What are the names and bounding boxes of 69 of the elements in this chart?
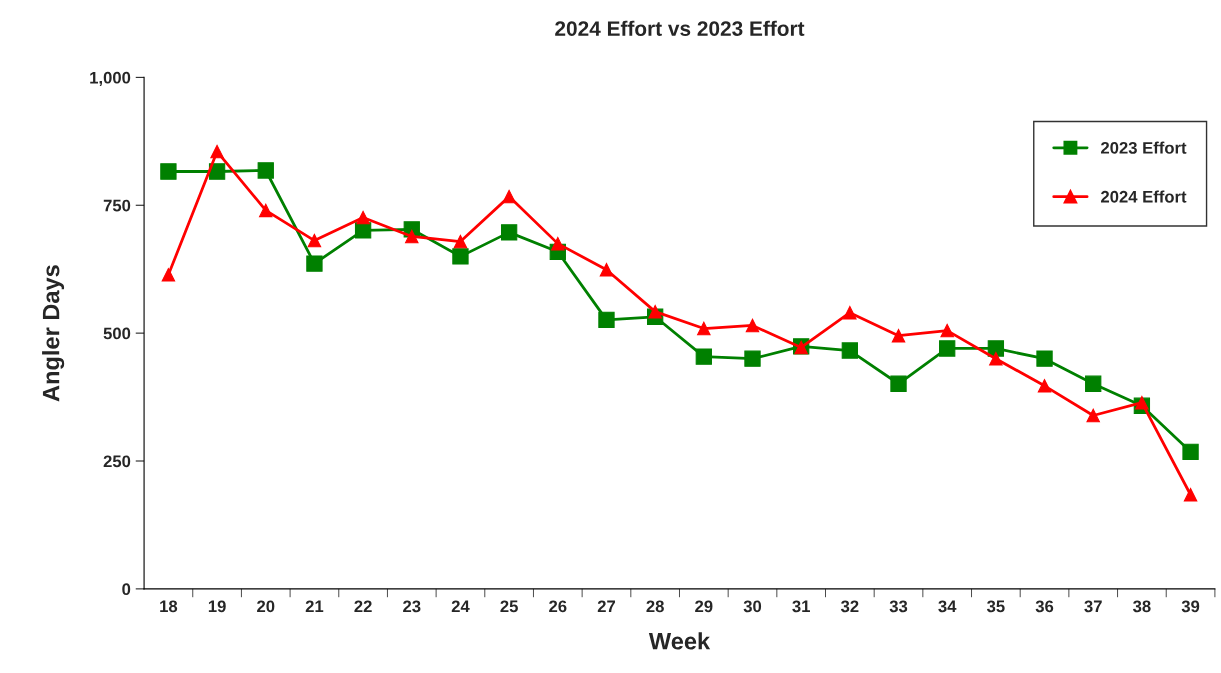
point bbox=[987, 340, 1005, 357]
point bbox=[890, 375, 907, 392]
point bbox=[598, 311, 615, 328]
x-tick-label: 39 bbox=[1181, 600, 1200, 613]
chart-title: 2024 Effort vs 2023 Effort bbox=[555, 20, 805, 36]
point bbox=[356, 210, 370, 225]
x-tick-label: 25 bbox=[500, 600, 518, 613]
point bbox=[452, 248, 469, 265]
point bbox=[210, 144, 224, 159]
x-tick-label: 35 bbox=[986, 600, 1005, 613]
point bbox=[405, 229, 419, 244]
x-tick-label: 37 bbox=[1084, 600, 1102, 613]
x-tick-label: 18 bbox=[160, 600, 178, 613]
point bbox=[745, 318, 760, 333]
x-tick-label: 32 bbox=[840, 600, 859, 613]
point bbox=[1037, 379, 1052, 393]
legend-label: 2024 Effort bbox=[1101, 190, 1187, 203]
point bbox=[161, 268, 176, 282]
x-tick-label: 31 bbox=[792, 600, 810, 613]
point bbox=[891, 328, 906, 343]
x-tick-label: 38 bbox=[1133, 600, 1151, 613]
x-tick-label: 26 bbox=[549, 600, 567, 613]
x-tick-label: 27 bbox=[597, 600, 616, 613]
point bbox=[648, 304, 662, 319]
point bbox=[697, 321, 711, 336]
point bbox=[258, 203, 273, 218]
x-tick-label: 30 bbox=[743, 600, 762, 613]
point bbox=[989, 351, 1003, 366]
point bbox=[599, 262, 614, 277]
point bbox=[1135, 395, 1149, 410]
point bbox=[695, 348, 712, 365]
point bbox=[257, 162, 274, 179]
point bbox=[502, 189, 516, 204]
x-tick-label: 21 bbox=[305, 600, 324, 613]
point bbox=[1085, 375, 1102, 392]
x-tick-label: 29 bbox=[695, 600, 713, 613]
point bbox=[453, 234, 468, 249]
point bbox=[940, 323, 954, 338]
point bbox=[843, 305, 857, 320]
y-tick-label: 1,000 bbox=[90, 71, 131, 87]
legend-label: 2023 Effort bbox=[1101, 141, 1187, 154]
point bbox=[551, 236, 565, 251]
x-tick-label: 24 bbox=[451, 600, 470, 613]
x-axis-title: Week bbox=[648, 632, 711, 650]
point bbox=[500, 224, 518, 241]
point bbox=[1182, 443, 1199, 460]
y-tick-label: 0 bbox=[122, 583, 131, 596]
point bbox=[939, 340, 956, 357]
x-tick-label: 28 bbox=[646, 600, 664, 613]
x-tick-label: 20 bbox=[257, 600, 275, 613]
x-tick-label: 23 bbox=[403, 600, 421, 613]
x-tick-label: 36 bbox=[1035, 600, 1054, 613]
y-tick-label: 500 bbox=[103, 327, 131, 340]
x-tick-label: 22 bbox=[354, 600, 372, 613]
x-tick-label: 34 bbox=[938, 600, 957, 613]
x-tick-label: 19 bbox=[208, 600, 226, 613]
point bbox=[744, 350, 761, 367]
point bbox=[208, 163, 226, 180]
point bbox=[1086, 408, 1100, 423]
point bbox=[841, 342, 858, 359]
point bbox=[306, 255, 323, 272]
point bbox=[307, 233, 322, 248]
y-tick-label: 750 bbox=[103, 199, 131, 212]
point bbox=[1183, 487, 1198, 502]
point bbox=[160, 163, 177, 180]
x-tick-label: 33 bbox=[889, 600, 908, 613]
y-tick-label: 250 bbox=[103, 455, 131, 468]
y-axis-title: Angler Days bbox=[42, 265, 65, 402]
point bbox=[1036, 350, 1053, 367]
